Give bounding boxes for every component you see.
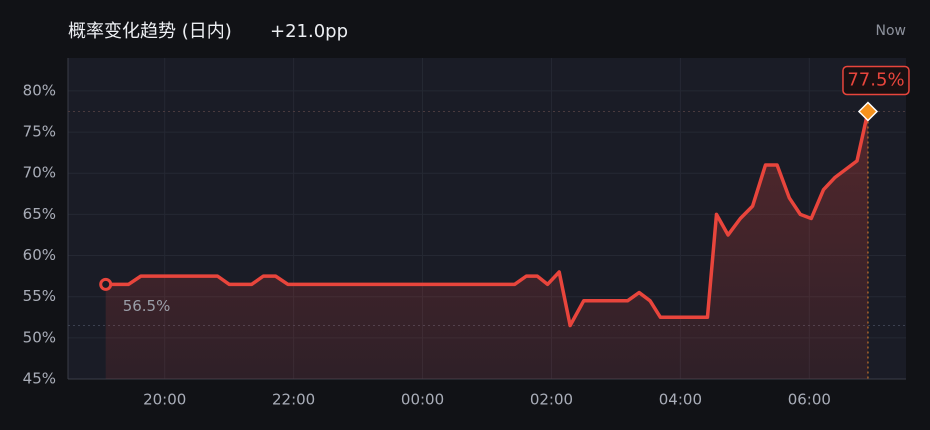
y-tick-label: 50% xyxy=(23,328,56,346)
now-label: Now xyxy=(876,23,907,39)
x-tick-label: 02:00 xyxy=(530,391,573,409)
line xyxy=(105,111,870,328)
chart-subtitle: +21.0pp xyxy=(270,21,348,42)
y-tick-label: 70% xyxy=(23,164,56,182)
y-tick-label: 75% xyxy=(23,123,56,141)
value-label: 77.5% xyxy=(847,70,904,91)
area xyxy=(105,111,868,379)
x-tick-label: 06:00 xyxy=(788,391,831,409)
value-label-box xyxy=(842,65,910,96)
y-tick-label: 45% xyxy=(23,370,56,388)
x-tick-label: 00:00 xyxy=(401,391,444,409)
x-tick-label: 04:00 xyxy=(659,391,702,409)
y-tick-label: 55% xyxy=(23,287,56,305)
y-tick-label: 60% xyxy=(23,246,56,264)
value-label: 56.5% xyxy=(123,297,171,315)
x-tick-label: 22:00 xyxy=(272,391,315,409)
chart-title: 概率变化趋势 (日内) xyxy=(68,21,232,42)
y-tick-label: 80% xyxy=(23,81,56,99)
start-marker xyxy=(99,277,113,291)
y-tick-label: 65% xyxy=(23,205,56,223)
x-tick-label: 20:00 xyxy=(143,391,186,409)
end-marker xyxy=(857,101,879,122)
